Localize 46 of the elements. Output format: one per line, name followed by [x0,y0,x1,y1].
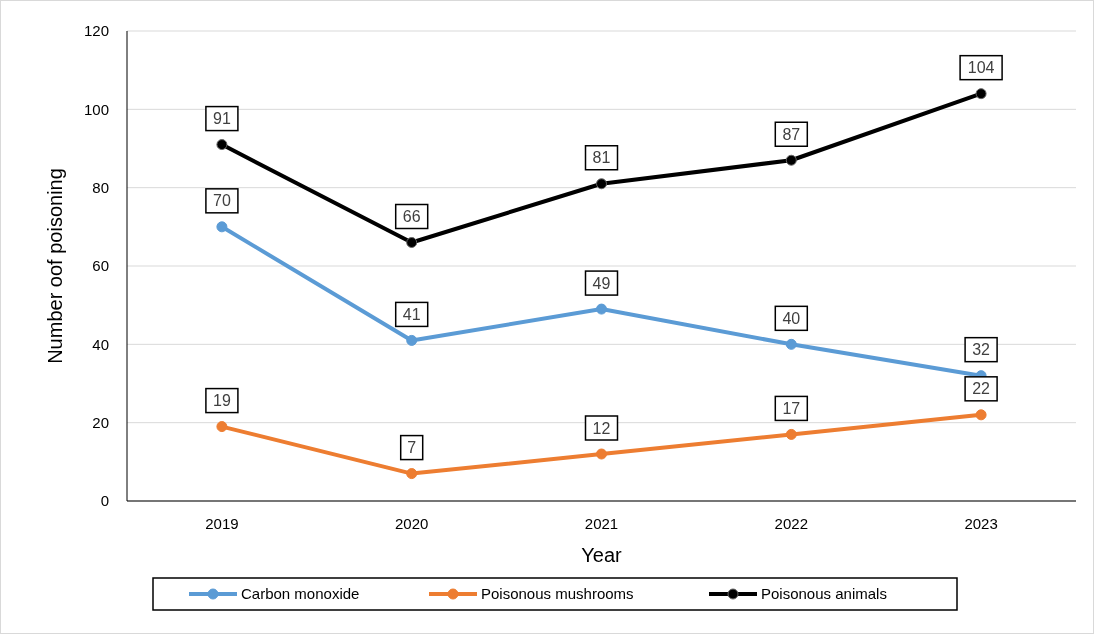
y-tick-label: 40 [92,335,109,353]
y-tick-label: 80 [92,178,109,196]
point [406,334,418,346]
data-label: 12 [592,419,611,437]
x-tick-label: 2021 [584,515,619,532]
data-label: 19 [213,392,231,410]
point [596,303,607,315]
legend-label: Carbon monoxide [241,585,360,603]
data-label: 91 [213,110,231,128]
data-label: 49 [592,274,611,292]
data-label: 87 [782,125,801,143]
x-tick-label: 2022 [774,515,808,532]
point [785,428,797,440]
data-label: 22 [972,380,991,398]
point [216,421,228,433]
x-tick-label: 2020 [395,515,429,532]
y-axis-title: Number oof poisoning [44,168,66,364]
y-tick-label: 100 [83,100,109,118]
y-tick-label: 0 [100,492,109,510]
point [216,221,228,233]
point [216,139,228,151]
data-label: 81 [592,149,611,167]
point [596,178,607,190]
x-axis-title: Year [581,544,623,566]
data-label: 7 [407,439,417,457]
x-tick-label: 2023 [964,515,998,532]
point [406,468,418,480]
data-label: 32 [972,341,991,359]
data-label: 40 [782,309,801,327]
data-label: 17 [782,400,801,418]
legend-label: Poisonous mushrooms [481,585,634,603]
point [596,448,607,460]
point [785,154,797,166]
y-tick-label: 120 [83,22,109,40]
y-tick-label: 20 [92,413,109,431]
point [406,237,418,248]
legend-label: Poisonous animals [761,585,887,603]
point [975,88,987,100]
data-label: 41 [402,306,421,324]
data-label: 70 [213,192,231,210]
x-tick-label: 2019 [205,515,239,532]
point [785,338,797,350]
point [975,409,987,421]
data-label: 66 [402,208,421,226]
data-label: 104 [967,59,995,77]
y-tick-label: 60 [92,257,109,275]
